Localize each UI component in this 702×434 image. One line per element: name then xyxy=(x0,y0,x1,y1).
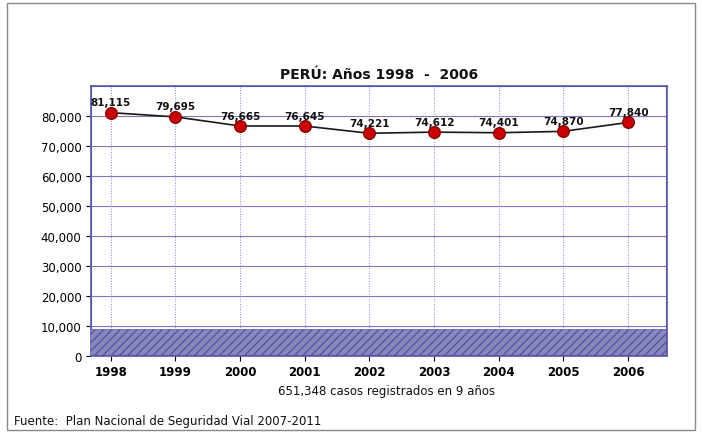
Text: Fuente:  Plan Nacional de Seguridad Vial 2007-2011: Fuente: Plan Nacional de Seguridad Vial … xyxy=(14,414,322,427)
Point xyxy=(234,123,246,130)
Point xyxy=(105,110,117,117)
Point xyxy=(428,129,439,136)
Point xyxy=(170,114,181,121)
Text: 77,840: 77,840 xyxy=(608,108,649,118)
Point xyxy=(558,128,569,135)
Bar xyxy=(69,329,667,356)
Text: 79,695: 79,695 xyxy=(155,102,195,112)
Point xyxy=(299,123,310,130)
Text: 74,870: 74,870 xyxy=(543,117,584,127)
Text: 74,221: 74,221 xyxy=(349,118,390,128)
Text: 76,645: 76,645 xyxy=(284,112,325,122)
Point xyxy=(623,120,634,127)
Text: 74,401: 74,401 xyxy=(479,118,519,128)
Title: PERÚ: Años 1998  -  2006: PERÚ: Años 1998 - 2006 xyxy=(280,68,478,82)
Bar xyxy=(69,87,91,356)
Point xyxy=(364,131,375,138)
Text: 651,348 casos registrados en 9 años: 651,348 casos registrados en 9 años xyxy=(277,384,495,397)
Point xyxy=(493,130,504,137)
Text: 76,665: 76,665 xyxy=(220,111,260,121)
Text: 74,612: 74,612 xyxy=(413,118,454,128)
Text: 81,115: 81,115 xyxy=(91,98,131,108)
